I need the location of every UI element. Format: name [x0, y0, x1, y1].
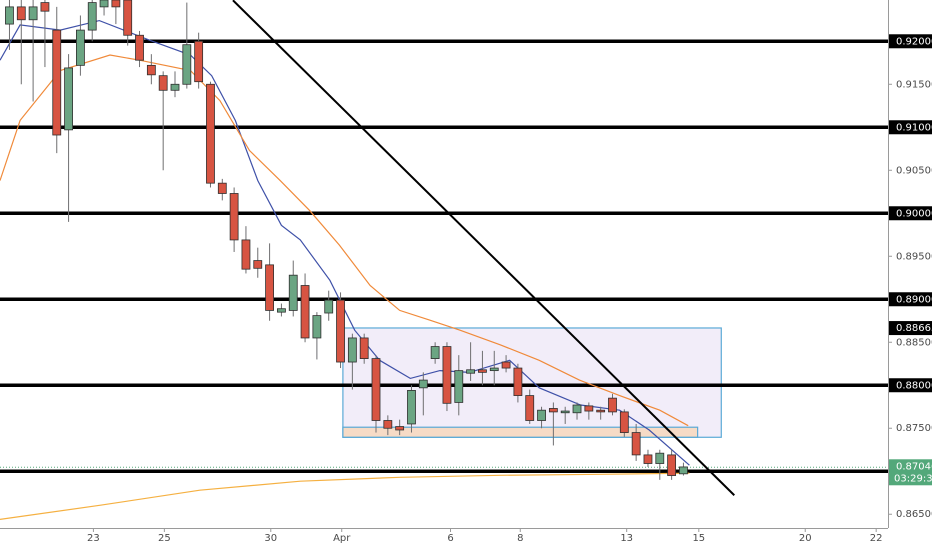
candle-body	[158, 75, 168, 91]
x-tick-label: 25	[158, 533, 171, 544]
candle-body	[584, 405, 594, 412]
candle-body	[217, 182, 227, 194]
candle-body	[560, 410, 570, 414]
candle-body	[395, 426, 405, 431]
box-label: 0.88665	[896, 323, 932, 334]
candle-body	[64, 67, 73, 131]
plot-area	[0, 0, 888, 520]
x-tick-label: 13	[620, 533, 633, 544]
candle-body	[229, 193, 239, 241]
candle-body	[170, 83, 180, 91]
candle-body	[324, 299, 334, 314]
candle-body	[99, 0, 109, 8]
candle-body	[40, 2, 50, 12]
candle-body	[253, 260, 263, 269]
moving-average	[0, 472, 690, 520]
level-label-bg	[889, 292, 932, 307]
candle-body	[288, 274, 298, 311]
candle-body	[643, 454, 653, 464]
candle-body	[146, 64, 156, 76]
candle-body	[489, 367, 499, 372]
x-tick-label: 30	[264, 533, 277, 544]
current-price-label: 0.87046	[896, 461, 932, 472]
candle-body	[537, 409, 546, 421]
candle-body	[277, 308, 286, 313]
candle-body	[182, 44, 192, 85]
candle-body	[454, 370, 464, 403]
candle-body	[619, 411, 629, 433]
candle-body	[76, 29, 85, 66]
candle-body	[28, 6, 38, 21]
candle-body	[525, 395, 535, 421]
level-label-bg	[889, 120, 932, 135]
candle-body	[347, 337, 357, 363]
candle-body	[5, 6, 14, 25]
candle-body	[418, 379, 428, 389]
level-label-bg	[889, 206, 932, 221]
candle-body	[430, 346, 440, 359]
x-tick-label: 23	[87, 533, 100, 544]
candle-body	[265, 264, 274, 311]
candle-body	[442, 346, 452, 404]
candle-body	[572, 404, 582, 414]
candle-body	[359, 337, 369, 359]
x-tick-label: 8	[517, 533, 523, 544]
candle-body	[371, 358, 381, 421]
candle-body	[135, 34, 144, 61]
candle-body	[383, 420, 393, 429]
trendline	[232, 0, 735, 496]
level-label-bg	[889, 34, 932, 49]
candle-body	[123, 0, 133, 36]
current-price-bg	[889, 459, 932, 486]
x-tick-label: 15	[692, 533, 705, 544]
candle-body	[608, 397, 617, 413]
moving-average	[0, 19, 690, 466]
x-tick-label: Apr	[333, 533, 351, 544]
candle-body	[312, 315, 322, 339]
candle-body	[87, 2, 97, 31]
level-label-bg	[889, 378, 932, 393]
moving-average	[0, 54, 689, 427]
candle-body	[466, 369, 476, 374]
candle-body	[548, 408, 558, 413]
x-tick-label: 22	[870, 533, 883, 544]
candle-body	[679, 466, 688, 475]
candle-body	[241, 239, 251, 270]
candle-body	[206, 83, 215, 184]
candle-body	[52, 29, 62, 136]
candle-body	[501, 361, 511, 369]
candle-body	[194, 40, 204, 83]
x-tick-label: 6	[447, 533, 453, 544]
candle-body	[513, 367, 523, 396]
candle-body	[16, 6, 26, 21]
zone	[342, 426, 699, 438]
countdown-label: 03:29:34	[894, 473, 932, 484]
candle-body	[667, 454, 677, 476]
candle-body	[300, 285, 310, 339]
candle-body	[631, 432, 641, 456]
box-label-bg	[889, 321, 932, 336]
candle-body	[596, 409, 606, 413]
x-tick-label: 20	[799, 533, 812, 544]
candle-body	[655, 452, 665, 464]
candle-body	[478, 369, 487, 373]
candle-body	[111, 0, 121, 8]
candle-body	[407, 390, 416, 425]
candle-body	[336, 299, 345, 363]
